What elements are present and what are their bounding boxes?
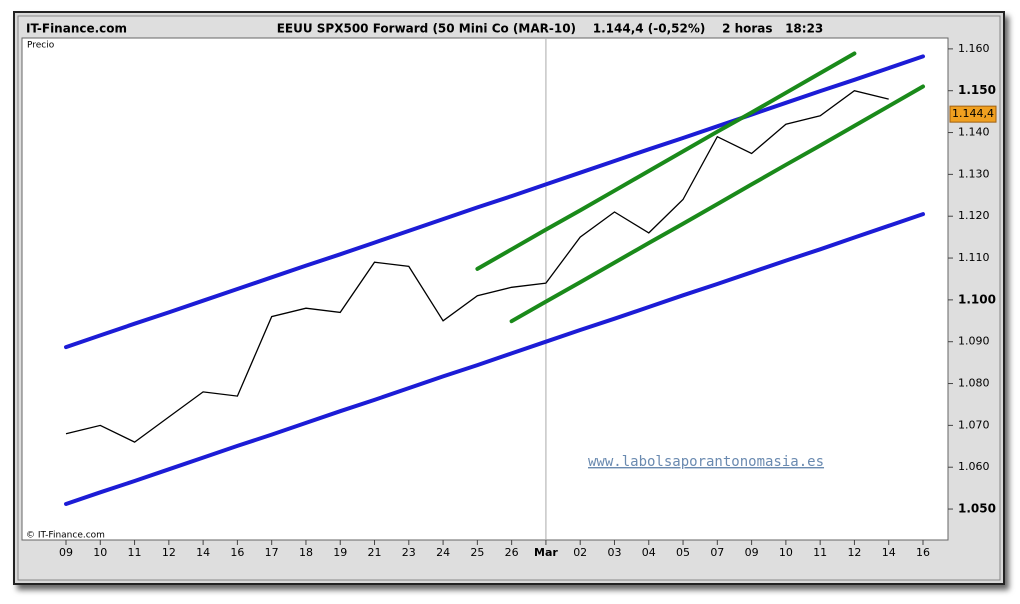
watermark: www.labolsaporantonomasia.es: [588, 454, 824, 470]
price-line: [65, 89, 889, 443]
x-tick-label: 16: [916, 546, 930, 559]
y-tick-label: 1.080: [958, 377, 990, 390]
y-label: Precio: [27, 41, 55, 51]
x-tick-label: 03: [607, 546, 621, 559]
trend-line: [509, 84, 925, 324]
x-tick-label: 26: [505, 546, 519, 559]
x-tick-label: 05: [676, 546, 690, 559]
x-tick-label: 07: [710, 546, 724, 559]
x-tick-label: 21: [368, 546, 382, 559]
x-tick-label: 09: [59, 546, 73, 559]
y-tick-label: 1.090: [958, 335, 990, 348]
source: IT-Finance.com: [26, 22, 127, 36]
chart-title: EEUU SPX500 Forward (50 Mini Co (MAR-10)…: [277, 22, 824, 36]
trend-line: [475, 51, 857, 271]
x-tick-label: 23: [402, 546, 416, 559]
x-tick-label: 14: [196, 546, 210, 559]
x-tick-label: 24: [436, 546, 450, 559]
plot-layer: [64, 38, 925, 540]
x-tick-label: 12: [162, 546, 176, 559]
x-tick-label: 10: [779, 546, 793, 559]
trend-line: [64, 54, 925, 350]
x-tick-label: 18: [299, 546, 313, 559]
y-tick-label: 1.100: [958, 292, 996, 306]
y-tick-label: 1.160: [958, 42, 990, 55]
copyright: © IT-Finance.com: [26, 531, 105, 541]
x-tick-label: 25: [470, 546, 484, 559]
y-tick-label: 1.120: [958, 209, 990, 222]
y-tick-label: 1.110: [958, 251, 990, 264]
y-tick-label: 1.140: [958, 126, 990, 139]
x-tick-label: 14: [882, 546, 896, 559]
x-tick-label: 02: [573, 546, 587, 559]
x-tick-label: 17: [265, 546, 279, 559]
x-tick-label: 09: [745, 546, 759, 559]
x-tick-label: 04: [642, 546, 656, 559]
y-tick-label: 1.150: [958, 83, 996, 97]
x-tick-label: 19: [333, 546, 347, 559]
x-tick-label: 10: [93, 546, 107, 559]
last-price-box: [949, 105, 997, 123]
y-tick-label: 1.060: [958, 460, 990, 473]
y-tick-label: 1.070: [958, 418, 990, 431]
x-tick-label: Mar: [534, 546, 558, 559]
y-tick-label: 1.050: [958, 502, 996, 516]
x-tick-label: 11: [813, 546, 827, 559]
trend-line: [64, 212, 925, 506]
x-tick-label: 11: [128, 546, 142, 559]
y-tick-label: 1.130: [958, 167, 990, 180]
x-tick-label: 16: [230, 546, 244, 559]
last-price-label: 1.144,4: [952, 107, 994, 120]
x-tick-label: 12: [847, 546, 861, 559]
